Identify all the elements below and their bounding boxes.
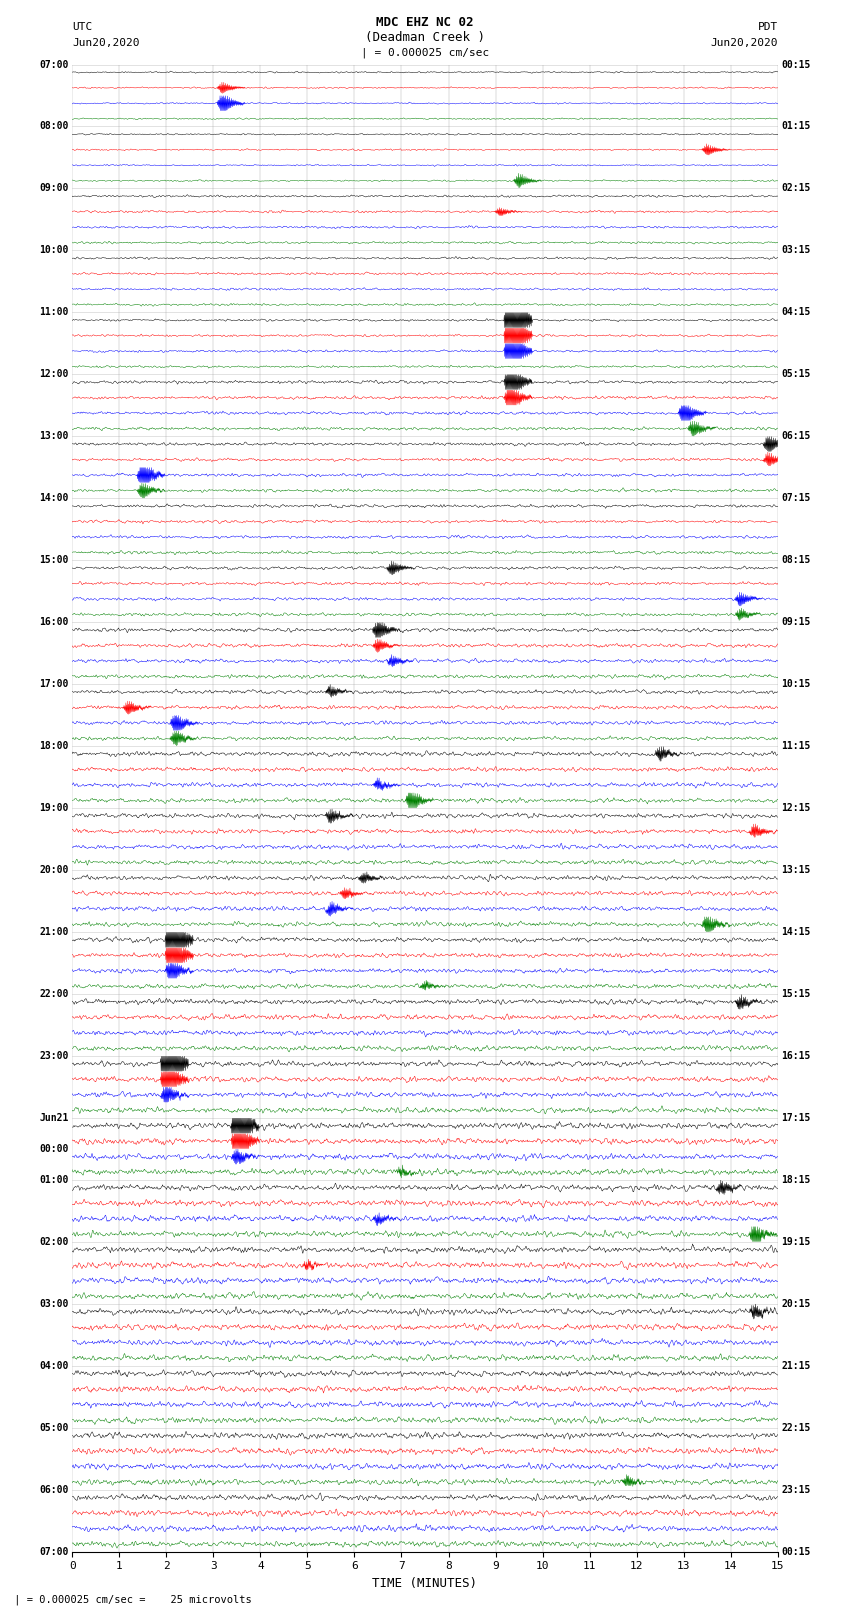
Text: (Deadman Creek ): (Deadman Creek ): [365, 31, 485, 44]
Text: | = 0.000025 cm/sec: | = 0.000025 cm/sec: [361, 47, 489, 58]
Text: 14:15: 14:15: [781, 927, 811, 937]
Text: 09:00: 09:00: [39, 184, 69, 194]
Text: 15:00: 15:00: [39, 555, 69, 565]
Text: 06:15: 06:15: [781, 431, 811, 442]
Text: 06:00: 06:00: [39, 1484, 69, 1495]
Text: 00:15: 00:15: [781, 60, 811, 69]
Text: 20:15: 20:15: [781, 1298, 811, 1308]
Text: Jun20,2020: Jun20,2020: [72, 39, 139, 48]
Text: 20:00: 20:00: [39, 865, 69, 876]
Text: 17:15: 17:15: [781, 1113, 811, 1123]
Text: MDC EHZ NC 02: MDC EHZ NC 02: [377, 16, 473, 29]
X-axis label: TIME (MINUTES): TIME (MINUTES): [372, 1578, 478, 1590]
Text: Jun20,2020: Jun20,2020: [711, 39, 778, 48]
Text: 21:00: 21:00: [39, 927, 69, 937]
Text: 13:00: 13:00: [39, 431, 69, 442]
Text: 23:00: 23:00: [39, 1052, 69, 1061]
Text: 19:15: 19:15: [781, 1237, 811, 1247]
Text: 00:15: 00:15: [781, 1547, 811, 1557]
Text: 16:15: 16:15: [781, 1052, 811, 1061]
Text: 16:00: 16:00: [39, 618, 69, 627]
Text: 12:00: 12:00: [39, 369, 69, 379]
Text: 12:15: 12:15: [781, 803, 811, 813]
Text: 01:15: 01:15: [781, 121, 811, 132]
Text: 15:15: 15:15: [781, 989, 811, 998]
Text: 07:00: 07:00: [39, 1547, 69, 1557]
Text: 22:00: 22:00: [39, 989, 69, 998]
Text: 03:15: 03:15: [781, 245, 811, 255]
Text: 19:00: 19:00: [39, 803, 69, 813]
Text: 22:15: 22:15: [781, 1423, 811, 1432]
Text: 08:15: 08:15: [781, 555, 811, 565]
Text: Jun21: Jun21: [39, 1113, 69, 1123]
Text: 10:00: 10:00: [39, 245, 69, 255]
Text: 17:00: 17:00: [39, 679, 69, 689]
Text: 18:15: 18:15: [781, 1174, 811, 1186]
Text: 10:15: 10:15: [781, 679, 811, 689]
Text: 05:00: 05:00: [39, 1423, 69, 1432]
Text: 02:00: 02:00: [39, 1237, 69, 1247]
Text: 07:00: 07:00: [39, 60, 69, 69]
Text: 18:00: 18:00: [39, 740, 69, 752]
Text: | = 0.000025 cm/sec =    25 microvolts: | = 0.000025 cm/sec = 25 microvolts: [8, 1594, 252, 1605]
Text: 23:15: 23:15: [781, 1484, 811, 1495]
Text: 04:00: 04:00: [39, 1361, 69, 1371]
Text: 00:00: 00:00: [39, 1144, 69, 1153]
Text: 14:00: 14:00: [39, 494, 69, 503]
Text: 07:15: 07:15: [781, 494, 811, 503]
Text: 08:00: 08:00: [39, 121, 69, 132]
Text: 01:00: 01:00: [39, 1174, 69, 1186]
Text: 11:15: 11:15: [781, 740, 811, 752]
Text: 04:15: 04:15: [781, 308, 811, 318]
Text: 21:15: 21:15: [781, 1361, 811, 1371]
Text: 03:00: 03:00: [39, 1298, 69, 1308]
Text: PDT: PDT: [757, 23, 778, 32]
Text: 11:00: 11:00: [39, 308, 69, 318]
Text: 02:15: 02:15: [781, 184, 811, 194]
Text: 05:15: 05:15: [781, 369, 811, 379]
Text: 09:15: 09:15: [781, 618, 811, 627]
Text: 13:15: 13:15: [781, 865, 811, 876]
Text: UTC: UTC: [72, 23, 93, 32]
